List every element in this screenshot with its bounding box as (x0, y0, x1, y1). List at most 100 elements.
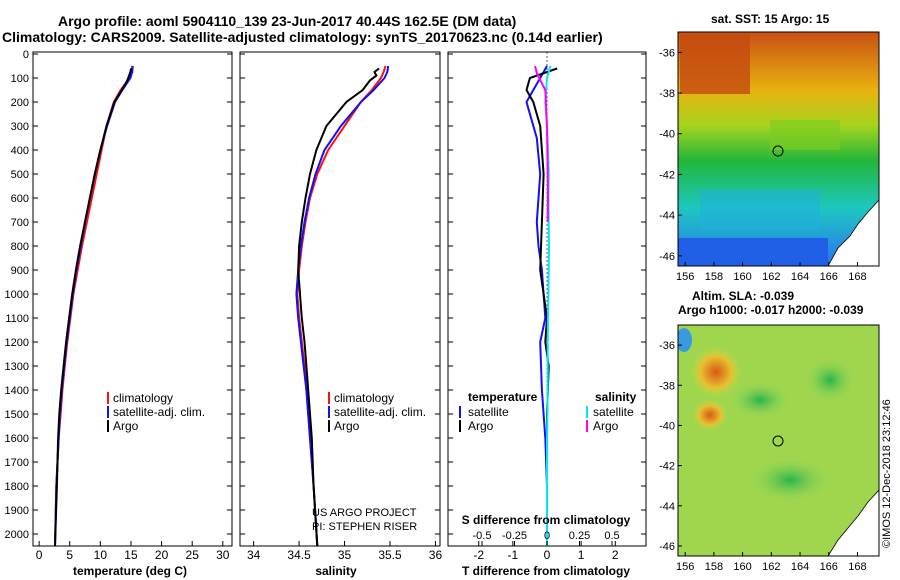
series-line-argo (54, 68, 132, 547)
x-tick-label: 1 (578, 548, 585, 562)
x-tick-label: 5 (66, 548, 73, 562)
series-line-satellite-adj-clim- (295, 65, 390, 547)
lat-tick-label: -36 (659, 47, 675, 59)
pressure-tick-label: 1700 (5, 457, 29, 469)
sla-low-anomaly-1 (730, 382, 790, 418)
legend-label-sal-argo: Argo (593, 419, 619, 433)
x-tick-label: 30 (216, 548, 230, 562)
pressure-tick-label: 1000 (5, 289, 29, 301)
series-line-climatology (54, 65, 134, 547)
x-tick-label: 34 (247, 548, 261, 562)
figure-title: Argo profile: aoml 5904110_139 23-Jun-20… (58, 13, 517, 29)
lon-tick-label: 156 (676, 271, 694, 283)
s-difference-axis-label: S difference from climatology (462, 513, 631, 527)
legend-label-temp-satellite: satellite (468, 405, 509, 419)
temperature-x-ticks: 0 5 10 15 20 25 30 (36, 541, 230, 562)
lat-tick-label: -44 (659, 210, 675, 222)
pressure-tick-label: 700 (11, 217, 29, 229)
lon-tick-label: 168 (848, 271, 866, 283)
pressure-tick-label: 1400 (5, 385, 29, 397)
legend-label-sal-satellite: satellite (593, 405, 634, 419)
sla-map-frame (677, 324, 880, 557)
salinity-series (295, 65, 390, 547)
sst-map-title: sat. SST: 15 Argo: 15 (711, 12, 830, 26)
project-note-line2: PI: STEPHEN RISER (312, 521, 417, 533)
pressure-tick-label: 300 (11, 121, 29, 133)
sst-map (678, 32, 879, 266)
pressure-tick-label: 0 (23, 49, 29, 61)
sla-map (678, 325, 879, 556)
x-tick-label: 34.5 (287, 548, 311, 562)
legend-label-temp-argo: Argo (468, 419, 494, 433)
pressure-axis: 0 100 200 300 400 500 600 700 800 900 1000 1100 1200… (5, 49, 646, 541)
lat-tick-label: -42 (659, 169, 675, 181)
pressure-tick-label: 400 (11, 145, 29, 157)
lat-tick-label: -38 (659, 88, 675, 100)
pressure-tick-label: 1600 (5, 433, 29, 445)
lat-tick-label: -42 (659, 461, 675, 473)
legend-label-argo: Argo (334, 419, 360, 433)
x-tick-label: -0.25 (502, 530, 527, 542)
legend-label-climatology: climatology (334, 391, 394, 405)
lon-tick-label: 158 (705, 561, 723, 573)
t-difference-axis-label: T difference from climatology (462, 564, 630, 578)
pressure-tick-label: 1500 (5, 409, 29, 421)
legend-title-temperature: temperature (468, 390, 538, 404)
pressure-tick-label: 1100 (5, 313, 29, 325)
lat-tick-label: -46 (659, 251, 675, 263)
x-tick-label: 0.25 (569, 530, 590, 542)
difference-series (525, 65, 558, 546)
sla-low-anomaly-3 (750, 458, 830, 502)
s-difference-ticks: -0.5 -0.25 0 0.25 0.5 (473, 530, 620, 546)
x-tick-label: 35.5 (378, 548, 402, 562)
x-tick-label: 25 (186, 548, 200, 562)
sla-float-marker (772, 435, 784, 447)
lon-tick-label: 156 (676, 561, 694, 573)
legend-label-argo: Argo (113, 419, 139, 433)
pressure-tick-label: 600 (11, 193, 29, 205)
lon-tick-label: 164 (791, 561, 809, 573)
lat-tick-label: -40 (659, 129, 675, 141)
sst-cool-patch (700, 190, 820, 230)
sla-map-subtitle: Argo h1000: -0.017 h2000: -0.039 (678, 303, 864, 317)
legend-label-satellite-adj: satellite-adj. clim. (334, 405, 426, 419)
x-tick-label: 20 (155, 548, 169, 562)
sst-float-marker (772, 145, 784, 157)
lat-tick-label: -46 (659, 541, 675, 553)
lon-tick-label: 162 (762, 561, 780, 573)
x-tick-label: -2 (473, 548, 484, 562)
x-tick-label: 0.5 (604, 530, 619, 542)
legend-title-salinity: salinity (595, 390, 637, 404)
salinity-axis-label: salinity (315, 564, 357, 578)
lon-tick-label: 168 (848, 561, 866, 573)
temperature-panel-frame (32, 51, 233, 547)
sla-high-anomaly-2 (692, 399, 728, 431)
sla-low-anomaly-2 (805, 358, 855, 402)
sst-map-ticks: 156 158 160 162 164 166 168 -36 -38 -40 -42 -44 -46 (659, 47, 867, 283)
pressure-tick-label: 2000 (5, 529, 29, 541)
sla-map-title: Altim. SLA: -0.039 (692, 289, 795, 303)
lon-tick-label: 158 (705, 271, 723, 283)
x-tick-label: 15 (124, 548, 138, 562)
temperature-axis-label: temperature (deg C) (73, 564, 187, 578)
difference-legend: temperature satellite Argo salinity sate… (459, 390, 637, 433)
lat-tick-label: -40 (659, 420, 675, 432)
x-tick-label: 0 (544, 530, 550, 542)
pressure-tick-label: 500 (11, 169, 29, 181)
lon-tick-label: 164 (791, 271, 809, 283)
sla-map-ticks: 156 158 160 162 164 166 168 -36 -38 -40 -42 -44 -46 (659, 340, 867, 573)
pressure-tick-label: 1900 (5, 505, 29, 517)
legend-label-climatology: climatology (113, 391, 173, 405)
sst-land (827, 199, 879, 266)
sst-mid-patch (770, 120, 840, 150)
pressure-tick-label: 900 (11, 265, 29, 277)
series-line-temperature-satellite (525, 65, 548, 546)
pressure-tick-label: 800 (11, 241, 29, 253)
series-line-argo (297, 67, 380, 547)
sst-blue-band (678, 238, 828, 266)
temperature-legend: climatology satellite-adj. clim. Argo (107, 391, 205, 433)
series-line-temperature-argo (525, 67, 558, 546)
series-line-climatology (296, 65, 387, 547)
sla-edge-anomaly (678, 328, 692, 352)
